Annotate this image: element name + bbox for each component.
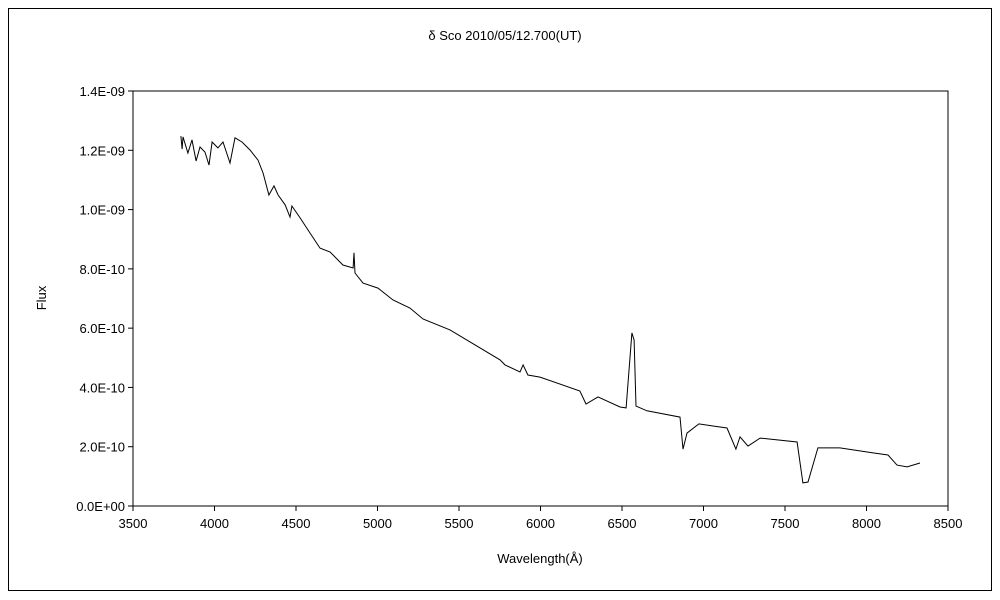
x-tick-label: 5500 — [445, 516, 474, 531]
x-tick-label: 6000 — [526, 516, 555, 531]
y-tick-label: 1.4E-09 — [79, 84, 125, 99]
y-tick-label: 0.0E+00 — [76, 499, 125, 514]
x-tick-label: 7500 — [771, 516, 800, 531]
y-tick-label: 8.0E-10 — [79, 262, 125, 277]
x-tick-label: 5000 — [363, 516, 392, 531]
y-tick-label: 1.0E-09 — [79, 203, 125, 218]
x-tick-label: 4500 — [282, 516, 311, 531]
chart-title: δ Sco 2010/05/12.700(UT) — [428, 28, 581, 43]
x-tick-label: 4000 — [200, 516, 229, 531]
x-axis-label: Wavelength(Å) — [497, 551, 583, 566]
x-tick-label: 3500 — [119, 516, 148, 531]
x-tick-label: 8500 — [934, 516, 963, 531]
y-tick-label: 6.0E-10 — [79, 321, 125, 336]
x-tick-label: 6500 — [608, 516, 637, 531]
plot-area — [132, 90, 949, 507]
y-tick-label: 2.0E-10 — [79, 440, 125, 455]
y-tick-label: 4.0E-10 — [79, 380, 125, 395]
y-tick-label: 1.2E-09 — [79, 143, 125, 158]
flux-series-line — [180, 136, 921, 484]
x-tick-label: 7000 — [689, 516, 718, 531]
x-tick-label: 8000 — [852, 516, 881, 531]
y-axis-label: Flux — [34, 285, 49, 310]
